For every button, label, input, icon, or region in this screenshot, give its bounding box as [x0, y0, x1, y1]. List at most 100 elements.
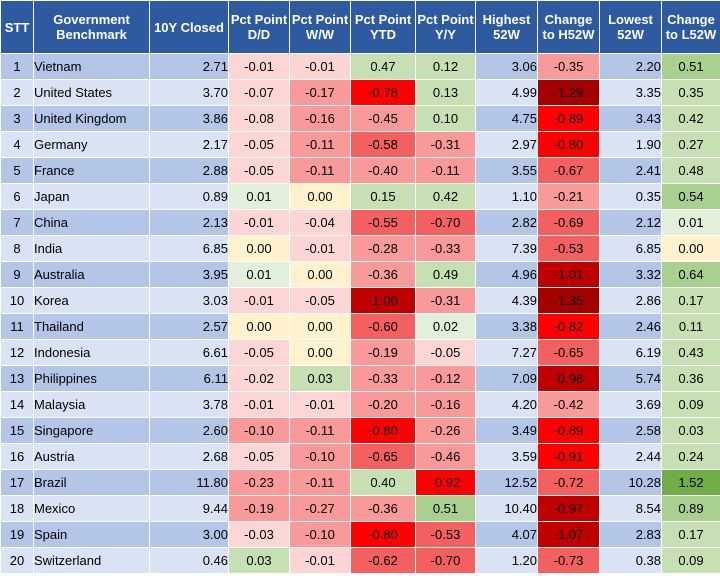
header-pct-ytd: Pct Point YTD: [350, 0, 416, 54]
highest-52w-cell: 2.97: [475, 131, 538, 158]
change-h52w-cell: -0.91: [537, 443, 600, 470]
stt-cell: 7: [0, 209, 34, 236]
table-row: 17 Brazil 11.80 -0.23 -0.11 0.40 -0.92 12.52 -0.…: [0, 469, 720, 496]
closed-cell: 2.60: [149, 417, 229, 444]
pct-dd-cell: -0.05: [228, 131, 290, 158]
pct-yy-cell: -0.33: [415, 235, 476, 262]
pct-ytd-cell: -0.33: [350, 365, 416, 392]
table-row: 4 Germany 2.17 -0.05 -0.11 -0.58 -0.31 2.97 -0.8…: [0, 131, 720, 158]
pct-yy-cell: 0.02: [415, 313, 476, 340]
benchmark-cell: Germany: [33, 131, 150, 158]
change-h52w-cell: -0.97: [537, 495, 600, 522]
change-h52w-cell: -0.98: [537, 365, 600, 392]
closed-cell: 3.78: [149, 391, 229, 418]
pct-ww-cell: -0.01: [289, 235, 351, 262]
change-h52w-cell: -0.42: [537, 391, 600, 418]
pct-dd-cell: 0.00: [228, 235, 290, 262]
highest-52w-cell: 4.75: [475, 105, 538, 132]
change-h52w-cell: -0.89: [537, 105, 600, 132]
change-h52w-cell: -1.29: [537, 79, 600, 106]
pct-dd-cell: 0.01: [228, 183, 290, 210]
lowest-52w-cell: 6.85: [599, 235, 662, 262]
benchmark-cell: Mexico: [33, 495, 150, 522]
pct-ytd-cell: -0.65: [350, 443, 416, 470]
closed-cell: 0.46: [149, 547, 229, 574]
table-row: 6 Japan 0.89 0.01 0.00 0.15 0.42 1.10 -0.21 0.35 0…: [0, 183, 720, 210]
change-l52w-cell: 0.09: [661, 547, 720, 574]
highest-52w-cell: 10.40: [475, 495, 538, 522]
lowest-52w-cell: 0.35: [599, 183, 662, 210]
change-l52w-cell: 0.27: [661, 131, 720, 158]
benchmark-cell: United States: [33, 79, 150, 106]
pct-dd-cell: -0.07: [228, 79, 290, 106]
header-change-h52w: Change to H52W: [537, 0, 600, 54]
change-l52w-cell: 0.48: [661, 157, 720, 184]
lowest-52w-cell: 3.43: [599, 105, 662, 132]
closed-cell: 2.88: [149, 157, 229, 184]
stt-cell: 2: [0, 79, 34, 106]
pct-ytd-cell: -1.00: [350, 287, 416, 314]
pct-yy-cell: 0.51: [415, 495, 476, 522]
benchmark-cell: Malaysia: [33, 391, 150, 418]
pct-ytd-cell: -0.55: [350, 209, 416, 236]
lowest-52w-cell: 3.32: [599, 261, 662, 288]
closed-cell: 3.70: [149, 79, 229, 106]
change-l52w-cell: 0.17: [661, 521, 720, 548]
pct-yy-cell: -0.31: [415, 131, 476, 158]
benchmark-cell: India: [33, 235, 150, 262]
change-h52w-cell: -0.53: [537, 235, 600, 262]
closed-cell: 3.00: [149, 521, 229, 548]
change-l52w-cell: 1.52: [661, 469, 720, 496]
pct-yy-cell: -0.26: [415, 417, 476, 444]
table-row: 20 Switzerland 0.46 0.03 -0.01 -0.62 -0.70 1.20…: [0, 547, 720, 574]
change-h52w-cell: -1.07: [537, 521, 600, 548]
change-l52w-cell: 0.51: [661, 53, 720, 80]
change-h52w-cell: -0.72: [537, 469, 600, 496]
benchmark-cell: Indonesia: [33, 339, 150, 366]
lowest-52w-cell: 3.69: [599, 391, 662, 418]
highest-52w-cell: 3.06: [475, 53, 538, 80]
closed-cell: 6.85: [149, 235, 229, 262]
stt-cell: 16: [0, 443, 34, 470]
pct-ww-cell: -0.10: [289, 443, 351, 470]
pct-ytd-cell: -0.28: [350, 235, 416, 262]
highest-52w-cell: 4.96: [475, 261, 538, 288]
benchmark-cell: Singapore: [33, 417, 150, 444]
header-benchmark: Government Benchmark: [33, 0, 150, 54]
pct-ytd-cell: -0.19: [350, 339, 416, 366]
pct-dd-cell: 0.01: [228, 261, 290, 288]
stt-cell: 18: [0, 495, 34, 522]
pct-dd-cell: -0.01: [228, 53, 290, 80]
stt-cell: 3: [0, 105, 34, 132]
pct-ww-cell: -0.01: [289, 53, 351, 80]
stt-cell: 4: [0, 131, 34, 158]
lowest-52w-cell: 8.54: [599, 495, 662, 522]
pct-ytd-cell: -0.80: [350, 521, 416, 548]
closed-cell: 9.44: [149, 495, 229, 522]
pct-ytd-cell: -0.20: [350, 391, 416, 418]
pct-yy-cell: -0.92: [415, 469, 476, 496]
pct-ww-cell: -0.11: [289, 131, 351, 158]
highest-52w-cell: 2.82: [475, 209, 538, 236]
pct-ww-cell: -0.11: [289, 469, 351, 496]
change-h52w-cell: -0.82: [537, 313, 600, 340]
stt-cell: 12: [0, 339, 34, 366]
stt-cell: 1: [0, 53, 34, 80]
lowest-52w-cell: 0.38: [599, 547, 662, 574]
header-change-l52w: Change to L52W: [661, 0, 720, 54]
change-h52w-cell: -0.35: [537, 53, 600, 80]
lowest-52w-cell: 1.90: [599, 131, 662, 158]
benchmark-cell: Japan: [33, 183, 150, 210]
table-row: 12 Indonesia 6.61 -0.05 0.00 -0.19 -0.05 7.27 -0…: [0, 339, 720, 366]
pct-dd-cell: -0.03: [228, 521, 290, 548]
closed-cell: 6.11: [149, 365, 229, 392]
pct-ww-cell: -0.27: [289, 495, 351, 522]
change-l52w-cell: 0.89: [661, 495, 720, 522]
closed-cell: 0.89: [149, 183, 229, 210]
benchmark-cell: United Kingdom: [33, 105, 150, 132]
change-h52w-cell: -0.69: [537, 209, 600, 236]
header-pct-ww: Pct Point W/W: [289, 0, 351, 54]
lowest-52w-cell: 2.83: [599, 521, 662, 548]
change-h52w-cell: -0.80: [537, 131, 600, 158]
